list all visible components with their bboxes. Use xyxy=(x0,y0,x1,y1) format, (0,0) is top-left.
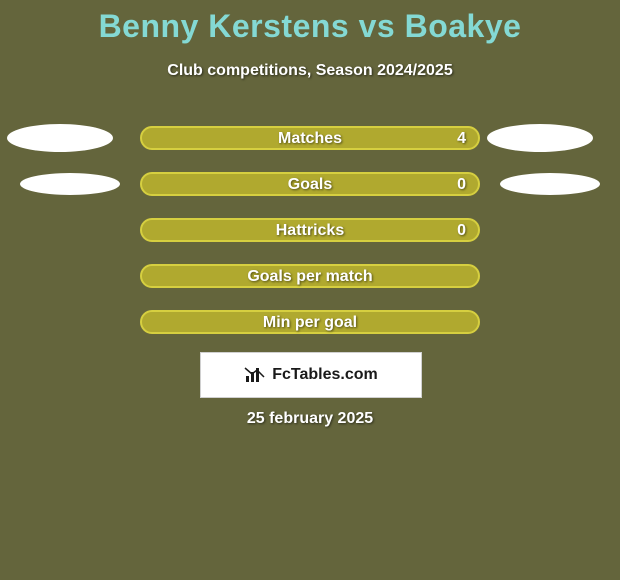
stat-row: Min per goal xyxy=(0,310,620,334)
left-ellipse xyxy=(20,173,120,195)
bar-chart-icon xyxy=(244,366,266,384)
stat-row: Goals per match xyxy=(0,264,620,288)
stat-label: Matches xyxy=(142,130,478,148)
page-title: Benny Kerstens vs Boakye xyxy=(0,8,620,45)
right-ellipse xyxy=(487,124,593,152)
stat-label: Min per goal xyxy=(142,314,478,332)
logo-text: FcTables.com xyxy=(272,366,378,384)
stat-bar: Goals per match xyxy=(140,264,480,288)
date-line: 25 february 2025 xyxy=(0,410,620,428)
left-ellipse xyxy=(7,124,113,152)
stat-bar: Hattricks0 xyxy=(140,218,480,242)
stat-value: 0 xyxy=(457,222,466,240)
stat-row: Goals0 xyxy=(0,172,620,196)
stat-row: Matches4 xyxy=(0,126,620,150)
stat-value: 0 xyxy=(457,176,466,194)
stat-bar: Min per goal xyxy=(140,310,480,334)
stat-rows: Matches4Goals0Hattricks0Goals per matchM… xyxy=(0,126,620,356)
comparison-card: Benny Kerstens vs Boakye Club competitio… xyxy=(0,0,620,580)
stat-label: Hattricks xyxy=(142,222,478,240)
stat-bar: Goals0 xyxy=(140,172,480,196)
stat-label: Goals xyxy=(142,176,478,194)
fctables-logo[interactable]: FcTables.com xyxy=(200,352,422,398)
stat-label: Goals per match xyxy=(142,268,478,286)
subtitle: Club competitions, Season 2024/2025 xyxy=(0,62,620,80)
right-ellipse xyxy=(500,173,600,195)
stat-row: Hattricks0 xyxy=(0,218,620,242)
stat-bar: Matches4 xyxy=(140,126,480,150)
stat-value: 4 xyxy=(457,130,466,148)
